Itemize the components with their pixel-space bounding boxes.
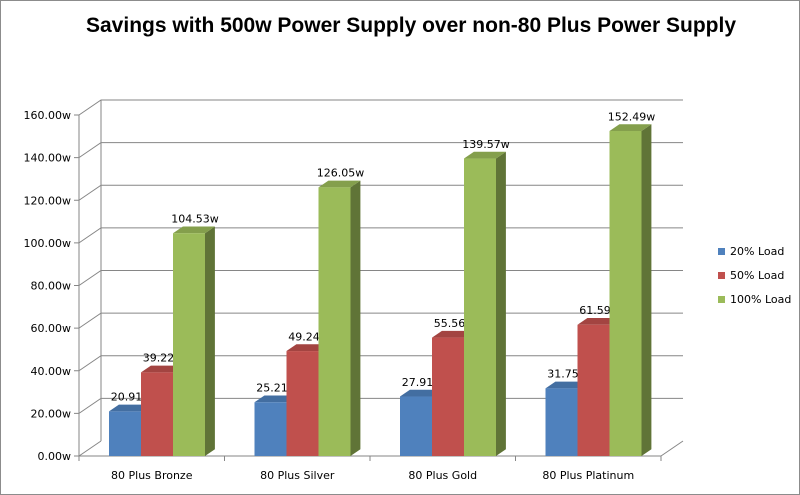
legend-label: 20% Load	[730, 245, 784, 258]
gridline	[78, 227, 683, 244]
y-tick-label: 140.00w	[24, 152, 72, 165]
bar	[545, 388, 578, 456]
y-tick-label: 0.00w	[38, 450, 72, 463]
gridline	[78, 270, 683, 286]
legend-swatch	[718, 296, 725, 303]
legend-label: 100% Load	[730, 293, 791, 306]
x-tick-label: 80 Plus Platinum	[542, 469, 634, 482]
legend-swatch	[718, 248, 725, 255]
chart-title: Savings with 500w Power Supply over non-…	[86, 14, 736, 37]
data-label: 152.49w	[608, 110, 656, 123]
bar	[464, 158, 496, 456]
y-tick-label: 100.00w	[24, 237, 72, 250]
bar-top	[173, 226, 215, 234]
bar	[109, 411, 141, 456]
bar-top	[254, 395, 297, 403]
y-tick-label: 40.00w	[31, 365, 72, 378]
y-tick-label: 20.00w	[31, 407, 72, 420]
data-label: 139.57w	[462, 138, 510, 151]
bar-side	[496, 151, 506, 456]
bar-top	[286, 344, 329, 352]
data-label: 126.05w	[317, 167, 365, 180]
y-tick-label: 120.00w	[24, 194, 72, 207]
bar	[254, 402, 287, 456]
bar	[609, 131, 642, 457]
bar-top	[400, 389, 442, 397]
bar	[286, 351, 319, 456]
bar-top	[109, 404, 151, 412]
bar-top	[432, 330, 474, 338]
bar-top	[318, 180, 361, 188]
bar	[400, 396, 432, 456]
y-tick-label: 80.00w	[31, 280, 72, 293]
gridline	[78, 99, 683, 116]
bar-top	[464, 151, 506, 159]
x-tick-label: 80 Plus Bronze	[111, 469, 193, 482]
data-label: 104.53w	[171, 212, 219, 225]
legend-swatch	[718, 272, 725, 279]
bar-side	[641, 124, 652, 457]
bar-top	[545, 381, 588, 389]
bar-top	[141, 365, 183, 373]
bar	[173, 233, 205, 456]
gridline	[78, 184, 683, 201]
bar-side	[350, 180, 361, 456]
y-tick-label: 160.00w	[24, 109, 72, 122]
y-tick-label: 60.00w	[31, 322, 72, 335]
legend-label: 50% Load	[730, 269, 784, 282]
bar-side	[205, 226, 215, 456]
bar-top	[609, 124, 652, 132]
bar	[432, 337, 464, 456]
floor-left-edge	[78, 440, 102, 457]
x-tick-label: 80 Plus Silver	[260, 469, 335, 482]
bar-top	[577, 317, 620, 325]
bar	[318, 187, 351, 456]
floor-right-edge	[660, 440, 684, 457]
bar	[577, 324, 610, 456]
x-tick-label: 80 Plus Gold	[408, 469, 477, 482]
bar	[141, 372, 173, 456]
gridline	[78, 142, 683, 159]
